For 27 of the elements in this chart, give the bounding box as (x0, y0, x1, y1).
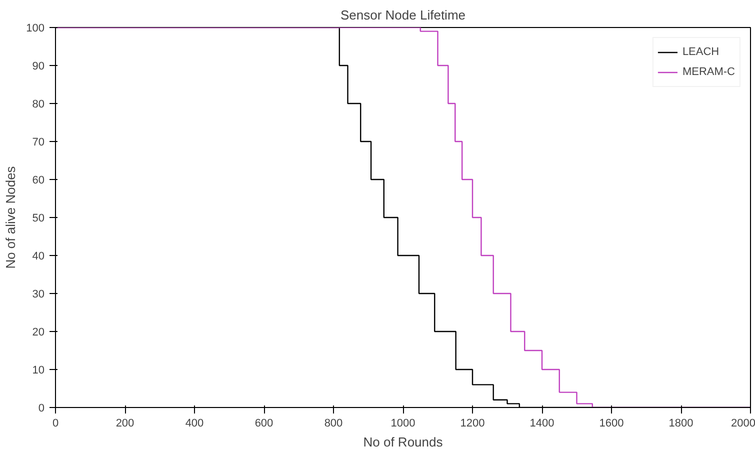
chart-title: Sensor Node Lifetime (340, 8, 466, 22)
y-tick-label: 0 (38, 402, 45, 414)
legend-label: LEACH (682, 46, 720, 58)
x-tick-label: 1200 (460, 418, 485, 430)
y-tick-label: 70 (32, 136, 45, 148)
y-axis-title: No of alive Nodes (3, 166, 18, 269)
x-tick-label: 0 (52, 418, 59, 430)
y-tick-label: 90 (32, 60, 45, 72)
legend-label: MERAM-C (682, 66, 735, 78)
x-tick-label: 1600 (599, 418, 624, 430)
x-tick-label: 1000 (390, 418, 416, 430)
y-tick-label: 40 (32, 250, 45, 262)
x-tick-label: 1400 (530, 418, 554, 430)
y-tick-label: 20 (32, 326, 45, 338)
y-tick-label: 10 (32, 364, 45, 376)
y-tick-label: 50 (32, 212, 45, 224)
x-tick-label: 800 (324, 418, 343, 430)
y-tick-label: 100 (26, 22, 45, 34)
x-axis-title: No of Rounds (363, 434, 444, 450)
x-tick-label: 400 (185, 418, 204, 430)
y-tick-label: 30 (32, 288, 45, 300)
y-tick-label: 80 (32, 98, 45, 110)
x-tick-label: 2000 (731, 418, 755, 430)
x-tick-label: 200 (116, 418, 134, 430)
x-tick-label: 600 (254, 418, 274, 430)
y-tick-label: 60 (32, 174, 45, 186)
x-tick-label: 1800 (668, 418, 694, 430)
